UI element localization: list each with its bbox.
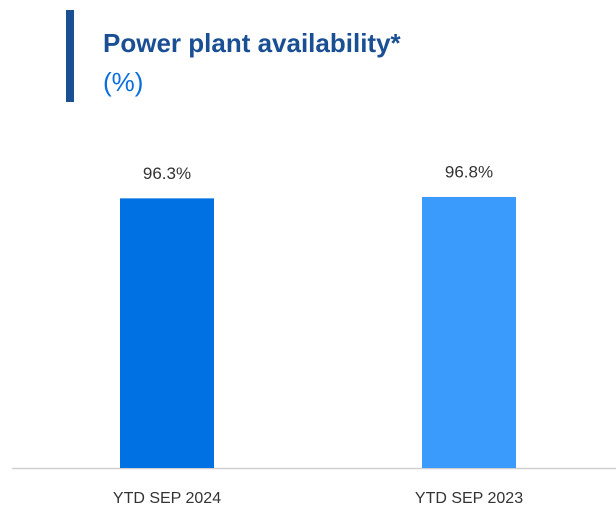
bar bbox=[120, 198, 214, 469]
x-tick-label: YTD SEP 2023 bbox=[415, 490, 523, 507]
x-tick-label: YTD SEP 2024 bbox=[113, 490, 221, 507]
value-label: 96.3% bbox=[143, 164, 191, 183]
title-accent bbox=[66, 10, 74, 102]
chart-title: Power plant availability* bbox=[103, 28, 402, 58]
value-label: 96.8% bbox=[445, 162, 493, 181]
bar bbox=[422, 196, 516, 468]
chart-subtitle: (%) bbox=[103, 67, 143, 97]
